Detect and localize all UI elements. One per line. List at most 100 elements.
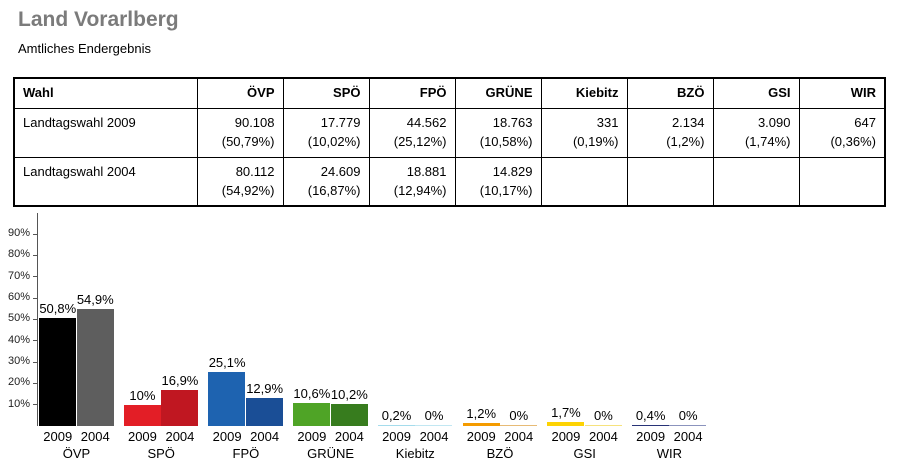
- page-title: Land Vorarlberg: [18, 8, 179, 31]
- table-row: Landtagswahl 2009 90.108 (50,79%) 17.779 (10…: [13, 108, 886, 158]
- bar-value-label: 16,9%: [161, 372, 199, 388]
- bar-year-label: 2009: [466, 429, 496, 444]
- result-cell: 2.134 (1,2%): [626, 108, 714, 158]
- bar-year-label: 2009: [382, 429, 411, 444]
- y-axis-tick: [33, 382, 37, 384]
- y-axis-tick-label: 80%: [7, 248, 30, 261]
- percent-value: (0,19%): [572, 133, 619, 149]
- result-cell: [626, 156, 714, 207]
- y-axis-tick: [33, 340, 37, 342]
- y-axis-tick: [33, 254, 37, 256]
- votes-value: 18.763: [492, 115, 533, 130]
- column-header-party: Kiebitz: [540, 77, 628, 109]
- y-axis-tick-label: 50%: [7, 312, 30, 325]
- y-axis-tick-label: 30%: [7, 355, 30, 367]
- y-axis-tick: [33, 361, 37, 363]
- bar-year-label: 2009: [636, 429, 666, 444]
- table-row: Landtagswahl 2004 80.112 (54,92%) 24.609 (16…: [13, 156, 886, 207]
- bar-GRÜNE-2004: [330, 404, 368, 426]
- result-cell: 90.108 (50,79%): [196, 108, 284, 158]
- bar-ÖVP-2009: [39, 317, 76, 426]
- column-header-party: GSI: [712, 77, 800, 109]
- y-axis-tick-label: 70%: [7, 269, 30, 282]
- bar-year-label: 2004: [334, 429, 364, 444]
- y-axis-tick: [33, 318, 37, 320]
- bar-FPÖ-2009: [208, 372, 246, 426]
- bar-WIR-2004: [669, 424, 707, 426]
- y-axis-tick-label: 90%: [7, 227, 30, 239]
- results-table-body: Landtagswahl 2009 90.108 (50,79%) 17.779 (10…: [13, 108, 886, 207]
- bar-value-label: 10,2%: [330, 387, 368, 403]
- result-cell: [798, 156, 886, 207]
- bar-value-label: 10,6%: [293, 386, 331, 402]
- page-subtitle: Amtliches Endergebnis: [18, 41, 151, 56]
- votes-value: 44.562: [406, 115, 447, 130]
- result-cell: 18.763 (10,58%): [454, 108, 542, 158]
- percent-value: (25,12%): [393, 133, 447, 149]
- party-label-GSI: GSI: [573, 446, 596, 461]
- bar-GSI-2004: [584, 424, 622, 426]
- bar-value-label: 0%: [594, 407, 613, 423]
- bar-value-label: 0%: [509, 407, 529, 423]
- bar-value-label: 12,9%: [246, 381, 284, 397]
- bar-year-label: 2004: [250, 429, 280, 444]
- votes-value: 18.881: [406, 163, 447, 179]
- party-label-BZÖ: BZÖ: [486, 446, 514, 461]
- result-cell: 17.779 (10,02%): [282, 108, 370, 158]
- y-axis-tick-label: 60%: [7, 291, 30, 303]
- bar-value-label: 50,8%: [39, 300, 77, 316]
- bar-year-label: 2009: [212, 429, 242, 444]
- bar-year-label: 2004: [588, 429, 618, 444]
- bar-year-label: 2009: [43, 429, 73, 444]
- y-axis-tick-label: 10%: [7, 397, 30, 410]
- percent-value: (10,17%): [479, 182, 533, 198]
- percent-value: (10,02%): [307, 133, 361, 149]
- column-header-party: FPÖ: [368, 77, 456, 109]
- y-axis-tick: [33, 297, 37, 299]
- party-label-WIR: WIR: [656, 446, 683, 461]
- percent-value: (54,92%): [221, 182, 275, 198]
- column-header-party: BZÖ: [626, 77, 714, 109]
- result-cell: 3.090 (1,74%): [712, 108, 800, 158]
- bar-value-label: 0%: [678, 407, 698, 423]
- results-table: Wahl ÖVP SPÖ FPÖ GRÜNE Kiebitz BZÖ GSI WIR Landt…: [13, 77, 886, 208]
- percent-value: (1,2%): [666, 133, 705, 149]
- result-cell: 80.112 (54,92%): [196, 156, 284, 207]
- result-cell: 44.562 (25,12%): [368, 108, 456, 158]
- votes-value: 90.108: [234, 115, 275, 130]
- percent-value: (16,87%): [307, 182, 361, 198]
- bar-year-label: 2004: [165, 429, 195, 444]
- bar-value-label: 0,4%: [635, 407, 666, 423]
- votes-value: 14.829: [492, 163, 533, 179]
- column-header-party: ÖVP: [196, 77, 284, 109]
- bar-GRÜNE-2009: [293, 403, 331, 426]
- column-header-wahl: Wahl: [13, 77, 198, 109]
- bar-BZÖ-2004: [500, 424, 537, 426]
- row-label: Landtagswahl 2009: [13, 108, 198, 158]
- y-axis-tick: [33, 404, 37, 406]
- percent-value: (0,36%): [830, 133, 876, 149]
- y-axis-tick: [33, 233, 37, 235]
- result-cell: 331 (0,19%): [540, 108, 628, 158]
- percent-value: (12,94%): [393, 182, 447, 198]
- bar-value-label: 1,7%: [551, 405, 581, 421]
- bar-year-label: 2004: [80, 429, 110, 444]
- y-axis-tick-label: 20%: [7, 376, 30, 389]
- bar-value-label: 54,9%: [76, 291, 114, 307]
- party-label-ÖVP: ÖVP: [62, 446, 91, 461]
- bar-year-label: 2004: [419, 429, 449, 444]
- result-cell: [540, 156, 628, 207]
- result-cell: 647 (0,36%): [798, 108, 886, 158]
- column-header-party: SPÖ: [282, 77, 370, 109]
- bar-value-label: 0,2%: [381, 407, 412, 423]
- y-axis-line: [37, 212, 38, 426]
- bar-Kiebitz-2004: [415, 424, 453, 426]
- bar-year-label: 2009: [127, 429, 157, 444]
- y-axis-tick-label: 40%: [7, 333, 30, 346]
- results-table-head: Wahl ÖVP SPÖ FPÖ GRÜNE Kiebitz BZÖ GSI WIR: [13, 77, 886, 109]
- percent-value: (50,79%): [221, 133, 275, 149]
- party-label-GRÜNE: GRÜNE: [307, 446, 355, 461]
- votes-value: 24.609: [320, 163, 361, 179]
- column-header-party: WIR: [798, 77, 886, 109]
- bar-value-label: 25,1%: [208, 355, 246, 371]
